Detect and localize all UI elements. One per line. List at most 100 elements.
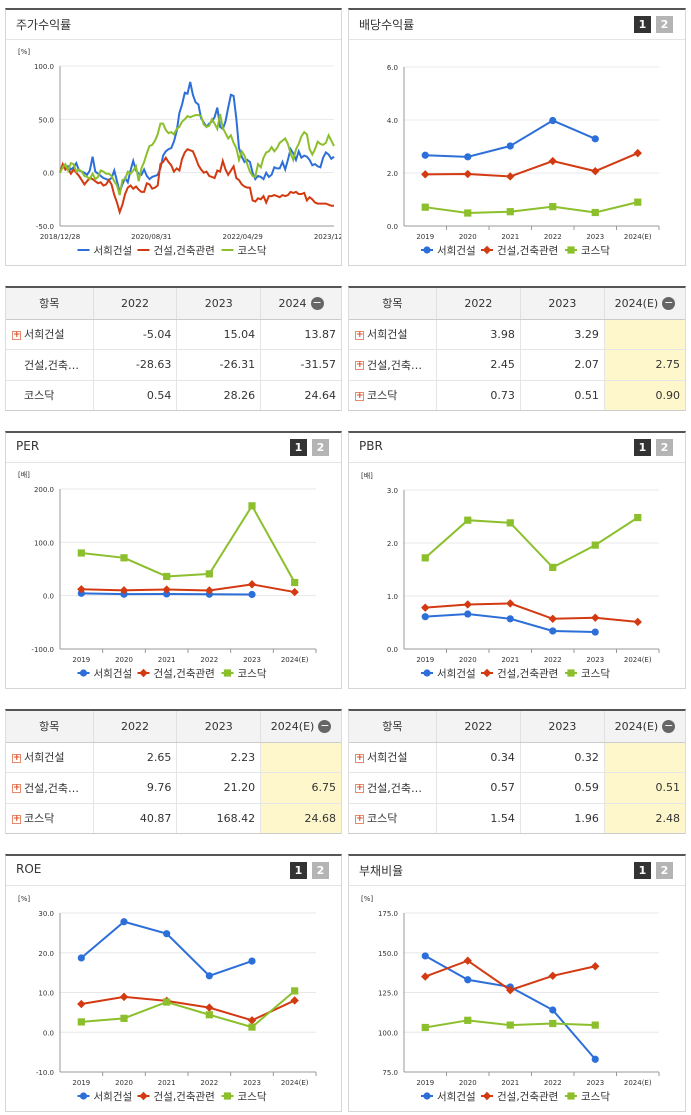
- expand-plus-icon[interactable]: +: [355, 390, 364, 401]
- data-point: [549, 627, 557, 635]
- table-cell: 0.73: [436, 380, 521, 410]
- data-point: [77, 954, 85, 962]
- table-cell: 2.65: [93, 742, 178, 774]
- table-cell: 28.26: [176, 380, 262, 410]
- column-header: 항목: [6, 288, 94, 320]
- data-point: [634, 198, 642, 206]
- legend-label: 서희건설: [437, 245, 476, 257]
- data-point: [77, 549, 85, 557]
- chart-view-1-button[interactable]: 1: [634, 16, 651, 33]
- column-header: 2022: [436, 288, 521, 320]
- panel-header: PBR 1 2: [349, 433, 685, 463]
- x-tick-label: 2020: [115, 656, 133, 664]
- series-line: [425, 119, 596, 158]
- unit-label: [배]: [18, 470, 30, 479]
- y-tick-label: 0.0: [387, 646, 398, 654]
- chart-view-2-button[interactable]: 2: [656, 16, 673, 33]
- x-tick-label: 2019: [72, 1079, 90, 1087]
- legend-label: 건설,건축관련: [497, 245, 558, 257]
- line-chart: [%] 175.0 150.0 125.0 100.0 75.0 2019 2020 2021 2…: [361, 895, 660, 1103]
- series-line: [81, 503, 296, 583]
- panel-title: 주가수익률: [16, 18, 72, 32]
- row-header: + 서희건설: [6, 742, 94, 774]
- data-point: [290, 587, 299, 597]
- data-point: [464, 153, 472, 161]
- data-table: 항목 2022 2023 2024(E) − + 서희건설 0.34 0.32 + 건설,건축… 0.…: [348, 709, 686, 834]
- data-point: [506, 615, 514, 623]
- chart-view-2-button[interactable]: 2: [312, 862, 329, 879]
- x-tick-label: 2022: [200, 656, 218, 664]
- table-cell: 2.48: [604, 803, 685, 833]
- data-point: [506, 519, 514, 527]
- data-point: [163, 572, 171, 581]
- expand-plus-icon[interactable]: +: [355, 783, 364, 794]
- table-row: + 서희건설 0.34 0.32: [349, 742, 685, 774]
- x-tick-label: 2023: [586, 1079, 604, 1087]
- table-cell: 0.51: [520, 380, 605, 410]
- data-point: [506, 208, 514, 216]
- table-row: + 서희건설 2.65 2.23: [6, 742, 341, 774]
- table-cell: 9.76: [93, 772, 178, 804]
- legend-label: 건설,건축관련: [154, 1091, 215, 1103]
- minus-circle-icon[interactable]: −: [318, 719, 332, 733]
- legend-marker: [482, 668, 492, 678]
- panel-header: ROE 1 2: [6, 856, 341, 886]
- y-tick-label: 50.0: [38, 116, 54, 124]
- y-tick-label: 1.0: [387, 593, 398, 601]
- chart-view-2-button[interactable]: 2: [312, 439, 329, 456]
- chart-view-1-button[interactable]: 1: [634, 862, 651, 879]
- chart-view-1-button[interactable]: 1: [290, 439, 307, 456]
- minus-circle-icon[interactable]: −: [310, 296, 324, 310]
- row-header: +코스닥: [6, 803, 94, 833]
- chart-view-1-button[interactable]: 1: [634, 439, 651, 456]
- data-point: [291, 578, 299, 587]
- row-header: + 서희건설: [349, 742, 437, 774]
- data-point: [421, 1023, 429, 1032]
- column-header: 2024−: [260, 288, 341, 320]
- table-cell: 2.45: [436, 349, 521, 381]
- data-point: [421, 613, 429, 621]
- data-point: [591, 1055, 599, 1063]
- data-point: [421, 151, 429, 159]
- legend-label: 건설,건축관련: [154, 245, 215, 257]
- data-point: [548, 971, 557, 981]
- x-tick-label: 2022: [544, 233, 562, 241]
- data-point: [549, 116, 557, 125]
- data-point: [120, 918, 128, 926]
- expand-plus-icon[interactable]: +: [12, 813, 21, 824]
- series-line: [424, 516, 639, 569]
- data-point: [549, 203, 557, 211]
- data-point: [506, 599, 515, 608]
- expand-plus-icon[interactable]: +: [355, 752, 364, 763]
- chart-panel: PER 1 2 [배] 200.0 100.0 0.0 -100.0 2019 2020 2021 2…: [5, 431, 342, 689]
- x-tick-label: 2020: [115, 1079, 133, 1087]
- line-chart: 6.0 4.0 2.0 0.0 2019 2020 2021 2022 2023 2024(E) 서…: [387, 64, 660, 257]
- data-point: [421, 170, 430, 179]
- minus-circle-icon[interactable]: −: [662, 296, 676, 310]
- expand-plus-icon[interactable]: +: [355, 329, 364, 340]
- data-point: [290, 996, 299, 1005]
- table-cell: 6.75: [260, 772, 341, 804]
- expand-plus-icon[interactable]: +: [12, 783, 21, 794]
- minus-circle-icon[interactable]: −: [662, 719, 676, 733]
- chart-view-2-button[interactable]: 2: [656, 439, 673, 456]
- y-tick-label: -50.0: [36, 223, 54, 231]
- expand-plus-icon[interactable]: +: [12, 329, 21, 340]
- x-tick-label: 2024(E): [624, 1079, 652, 1087]
- data-point: [464, 516, 472, 524]
- x-tick-label: 2021: [501, 1079, 519, 1087]
- data-point: [291, 987, 299, 995]
- table-cell: 0.54: [93, 380, 178, 410]
- x-tick-label: 2019: [72, 656, 90, 664]
- chart-view-1-button[interactable]: 1: [290, 862, 307, 879]
- data-point: [248, 957, 256, 965]
- y-tick-label: 10.0: [38, 990, 54, 998]
- chart-view-2-button[interactable]: 2: [656, 862, 673, 879]
- data-point: [591, 208, 599, 217]
- x-tick-label: 2019: [416, 656, 434, 664]
- table-cell: 40.87: [93, 803, 178, 833]
- expand-plus-icon[interactable]: +: [355, 360, 364, 371]
- table-cell: 1.96: [520, 803, 605, 833]
- expand-plus-icon[interactable]: +: [355, 813, 364, 824]
- expand-plus-icon[interactable]: +: [12, 752, 21, 763]
